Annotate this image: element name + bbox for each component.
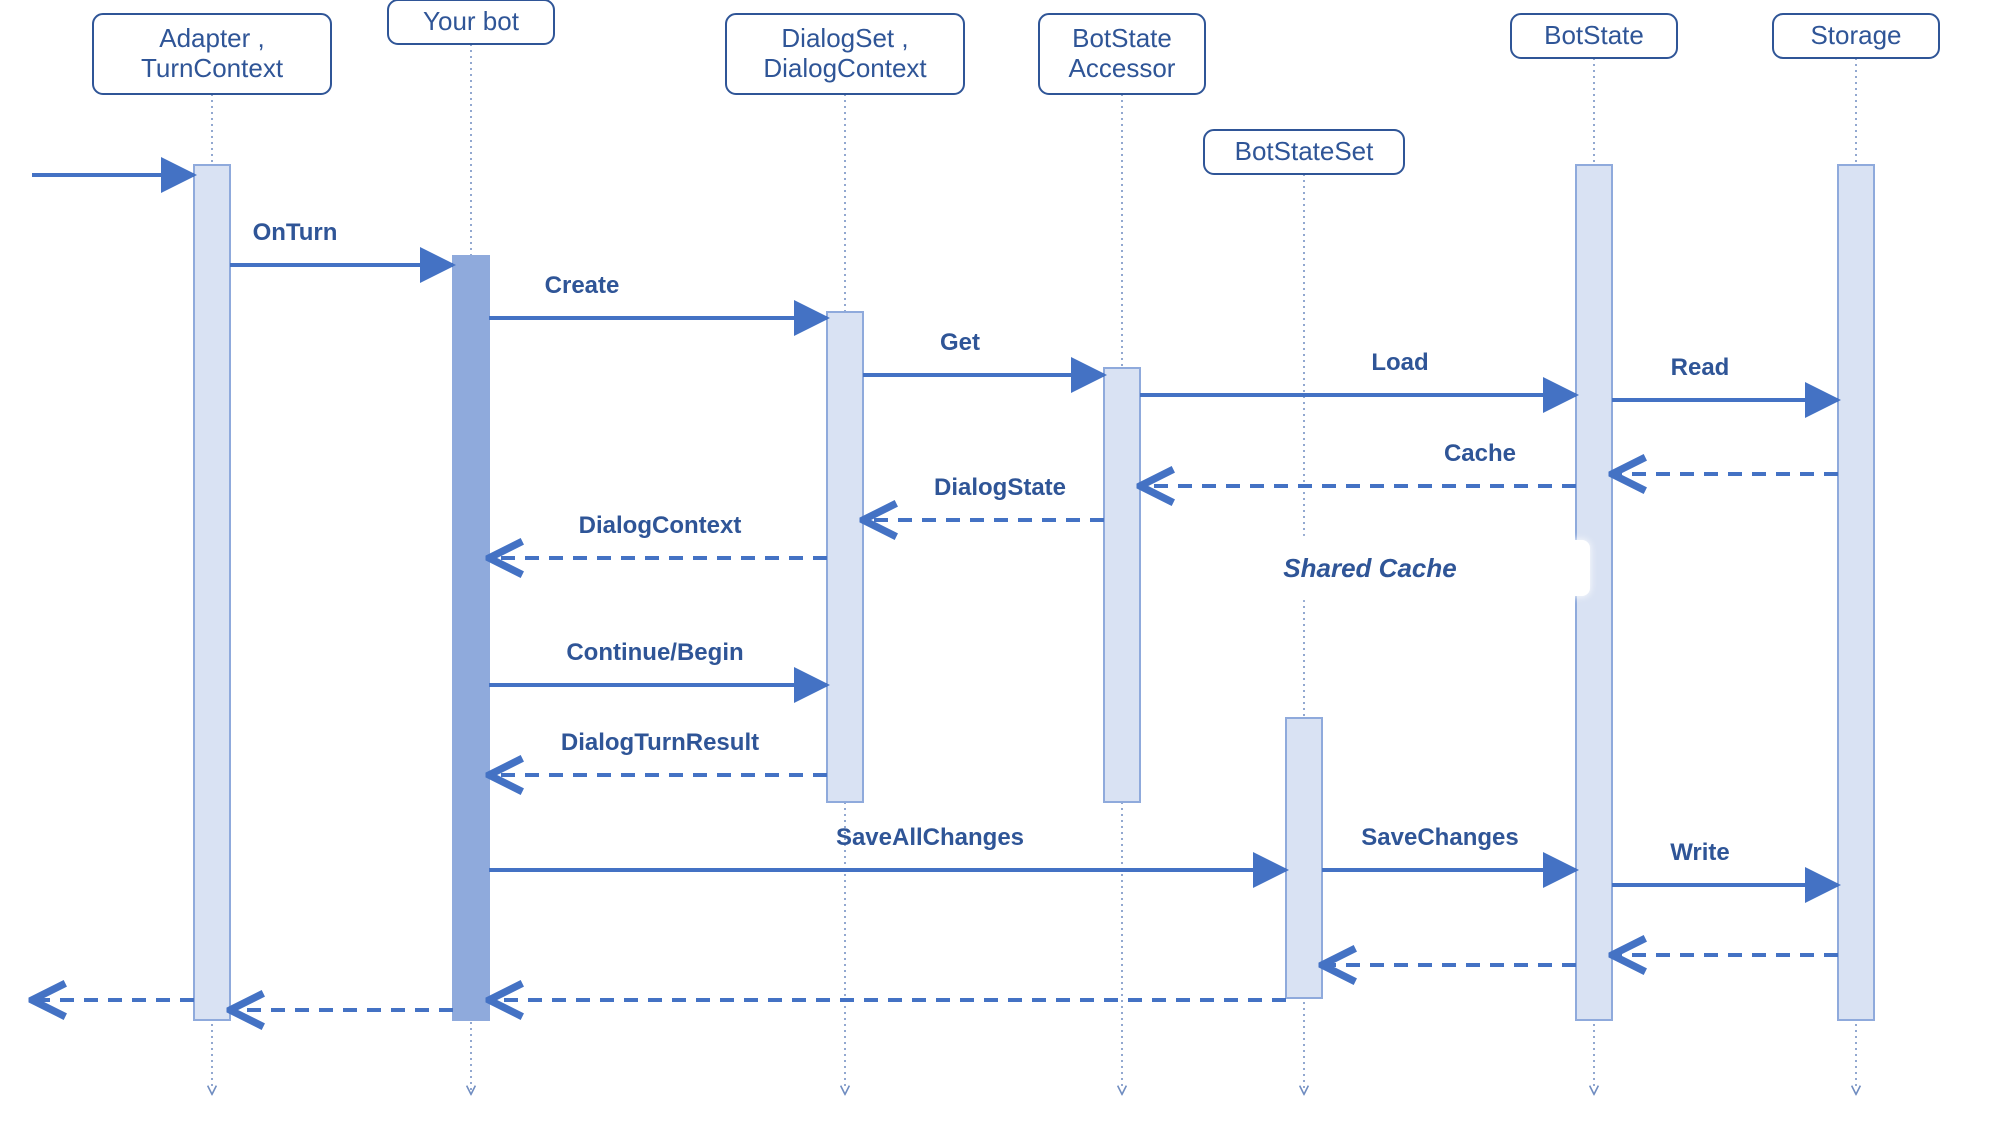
sequence-diagram: Shared Cache OnTurn Create Get Load Read Cach… — [0, 0, 2000, 1125]
activation-storage — [1838, 165, 1874, 1020]
participant-label-stateset: BotStateSet — [1235, 136, 1375, 166]
message-label-read: Read — [1671, 354, 1730, 381]
participant-label-dialog-1: DialogSet , — [781, 23, 908, 53]
message-label-cache: Cache — [1444, 440, 1516, 467]
message-label-write: Write — [1670, 839, 1730, 866]
participant-label-accessor-1: BotState — [1072, 23, 1172, 53]
message-label-continue: Continue/Begin — [566, 639, 743, 666]
message-label-load: Load — [1371, 349, 1428, 376]
participant-label-bot: Your bot — [423, 6, 520, 36]
message-label-dialogcontext: DialogContext — [579, 512, 742, 539]
activation-stateset — [1286, 718, 1322, 998]
activation-dialog — [827, 312, 863, 802]
message-label-create: Create — [545, 272, 620, 299]
message-label-onturn: OnTurn — [253, 219, 338, 246]
shared-cache-label: Shared Cache — [1283, 553, 1456, 583]
activation-accessor — [1104, 368, 1140, 802]
message-label-dialogstate: DialogState — [934, 474, 1066, 501]
message-label-dialogturnresult: DialogTurnResult — [561, 729, 759, 756]
participant-label-dialog-2: DialogContext — [763, 53, 927, 83]
participant-label-adapter-2: TurnContext — [141, 53, 284, 83]
activation-adapter — [194, 165, 230, 1020]
message-label-saveallchanges: SaveAllChanges — [836, 824, 1024, 851]
activation-bot — [453, 256, 489, 1020]
participant-label-botstate: BotState — [1544, 20, 1644, 50]
participant-label-adapter-1: Adapter , — [159, 23, 265, 53]
participant-label-storage: Storage — [1810, 20, 1901, 50]
message-label-savechanges: SaveChanges — [1361, 824, 1518, 851]
message-label-get: Get — [940, 329, 980, 356]
participant-label-accessor-2: Accessor — [1069, 53, 1176, 83]
